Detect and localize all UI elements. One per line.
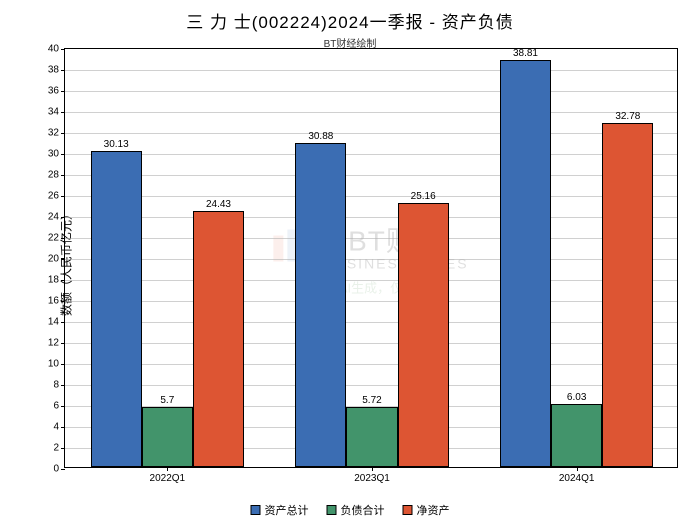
gridline <box>65 385 677 386</box>
gridline <box>65 70 677 71</box>
bar-value-label: 5.7 <box>160 395 174 408</box>
gridline <box>65 154 677 155</box>
legend-label: 净资产 <box>417 502 450 518</box>
bar-value-label: 24.43 <box>206 199 231 212</box>
bar-负债合计: 5.72 <box>346 407 397 467</box>
legend-item: 净资产 <box>403 502 450 518</box>
bar-value-label: 5.72 <box>362 395 381 408</box>
legend-label: 负债合计 <box>341 502 385 518</box>
y-tick-label: 40 <box>35 44 65 55</box>
y-tick-label: 8 <box>35 380 65 391</box>
bar-净资产: 32.78 <box>602 123 653 467</box>
gridline <box>65 301 677 302</box>
y-tick-label: 0 <box>35 464 65 475</box>
bar-资产总计: 30.13 <box>91 151 142 467</box>
legend-swatch-icon <box>403 505 413 515</box>
gridline <box>65 322 677 323</box>
gridline <box>65 343 677 344</box>
y-tick-label: 24 <box>35 212 65 223</box>
bar-净资产: 24.43 <box>193 211 244 468</box>
gridline <box>65 196 677 197</box>
y-tick-label: 36 <box>35 86 65 97</box>
y-tick-label: 26 <box>35 191 65 202</box>
y-tick-label: 20 <box>35 254 65 265</box>
y-tick-label: 2 <box>35 443 65 454</box>
bar-资产总计: 30.88 <box>295 143 346 467</box>
legend-label: 资产总计 <box>265 502 309 518</box>
y-tick-label: 14 <box>35 317 65 328</box>
legend-swatch-icon <box>327 505 337 515</box>
gridline <box>65 259 677 260</box>
x-axis-label: 2023Q1 <box>354 467 390 484</box>
bar-value-label: 25.16 <box>411 191 436 204</box>
bar-value-label: 38.81 <box>513 48 538 61</box>
y-tick-label: 4 <box>35 422 65 433</box>
chart-container: 三 力 士(002224)2024一季报 - 资产负债 BT财经绘制 数额（人民… <box>0 0 700 524</box>
legend-item: 资产总计 <box>251 502 309 518</box>
gridline <box>65 133 677 134</box>
plot-area: BT财经 BUSINESS TIMES 内容由AI生成，仅供参考 0246810… <box>64 48 678 468</box>
y-tick-label: 32 <box>35 128 65 139</box>
legend-item: 负债合计 <box>327 502 385 518</box>
y-tick-label: 16 <box>35 296 65 307</box>
gridline <box>65 364 677 365</box>
y-tick-label: 28 <box>35 170 65 181</box>
y-tick-label: 12 <box>35 338 65 349</box>
y-tick-label: 38 <box>35 65 65 76</box>
y-tick-label: 10 <box>35 359 65 370</box>
y-tick-label: 6 <box>35 401 65 412</box>
gridline <box>65 238 677 239</box>
gridline <box>65 175 677 176</box>
y-tick-label: 18 <box>35 275 65 286</box>
x-axis-label: 2024Q1 <box>559 467 595 484</box>
bar-value-label: 32.78 <box>615 111 640 124</box>
gridline <box>65 217 677 218</box>
legend-swatch-icon <box>251 505 261 515</box>
bar-value-label: 30.88 <box>308 131 333 144</box>
y-tick-label: 22 <box>35 233 65 244</box>
x-axis-label: 2022Q1 <box>150 467 186 484</box>
legend: 资产总计 负债合计 净资产 <box>251 502 450 518</box>
bar-value-label: 6.03 <box>567 392 586 405</box>
y-tick-label: 30 <box>35 149 65 160</box>
bar-负债合计: 5.7 <box>142 407 193 467</box>
bar-净资产: 25.16 <box>398 203 449 467</box>
y-tick-label: 34 <box>35 107 65 118</box>
gridline <box>65 280 677 281</box>
bar-value-label: 30.13 <box>104 139 129 152</box>
bar-资产总计: 38.81 <box>500 60 551 468</box>
gridline <box>65 91 677 92</box>
gridline <box>65 112 677 113</box>
chart-title: 三 力 士(002224)2024一季报 - 资产负债 <box>0 0 700 33</box>
bar-负债合计: 6.03 <box>551 404 602 467</box>
